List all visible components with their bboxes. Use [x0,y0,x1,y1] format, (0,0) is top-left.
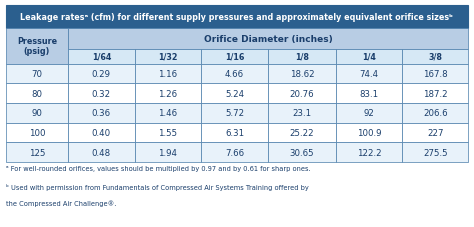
Bar [6,104,68,123]
Text: 83.1: 83.1 [360,89,379,98]
Bar [402,123,468,143]
Text: 125: 125 [28,148,45,157]
Text: 1/16: 1/16 [225,52,244,62]
Text: 80: 80 [31,89,42,98]
Text: ᵇ Used with permission from Fundamentals of Compressed Air Systems Training offe: ᵇ Used with permission from Fundamentals… [6,183,309,190]
Text: 23.1: 23.1 [292,109,311,118]
Text: 74.4: 74.4 [360,70,379,79]
Bar [6,28,68,64]
Bar [68,84,135,104]
Text: 1.16: 1.16 [158,70,177,79]
Bar [268,64,336,84]
Text: 92: 92 [364,109,374,118]
Bar [201,84,268,104]
Bar [135,49,201,64]
Text: 206.6: 206.6 [423,109,447,118]
Text: 70: 70 [31,70,42,79]
Text: 1/8: 1/8 [295,52,309,62]
Text: Leakage ratesᵃ (cfm) for different supply pressures and approximately equivalent: Leakage ratesᵃ (cfm) for different suppl… [20,12,454,22]
Bar [6,123,68,143]
Text: 0.32: 0.32 [92,89,111,98]
Bar [135,64,201,84]
Bar [402,104,468,123]
Bar [336,64,402,84]
Bar [68,28,468,49]
Text: 1.46: 1.46 [158,109,177,118]
Bar [268,104,336,123]
Text: 0.36: 0.36 [92,109,111,118]
Bar [6,143,68,162]
Bar [201,104,268,123]
Bar [268,123,336,143]
Text: ᵃ For well-rounded orifices, values should be multiplied by 0.97 and by 0.61 for: ᵃ For well-rounded orifices, values shou… [6,166,310,172]
Bar [68,49,135,64]
Text: 6.31: 6.31 [225,128,244,137]
Text: 122.2: 122.2 [357,148,382,157]
Bar [336,143,402,162]
Bar [68,123,135,143]
Bar [336,49,402,64]
Text: 1/32: 1/32 [158,52,178,62]
Bar [6,6,468,28]
Bar [268,49,336,64]
Text: 100.9: 100.9 [357,128,382,137]
Text: 187.2: 187.2 [423,89,447,98]
Bar [201,49,268,64]
Text: 100: 100 [28,128,45,137]
Text: 1.94: 1.94 [158,148,177,157]
Text: 227: 227 [427,128,444,137]
Text: 5.72: 5.72 [225,109,244,118]
Bar [402,143,468,162]
Text: 0.29: 0.29 [92,70,111,79]
Bar [402,64,468,84]
Bar [135,84,201,104]
Text: 167.8: 167.8 [423,70,447,79]
Bar [135,123,201,143]
Bar [68,104,135,123]
Bar [201,64,268,84]
Bar [268,84,336,104]
Text: 5.24: 5.24 [225,89,244,98]
Text: 90: 90 [31,109,42,118]
Text: 0.48: 0.48 [92,148,111,157]
Text: 7.66: 7.66 [225,148,244,157]
Bar [68,64,135,84]
Text: 20.76: 20.76 [290,89,314,98]
Text: Pressure
(psig): Pressure (psig) [17,37,57,56]
Text: 1.55: 1.55 [158,128,177,137]
Text: the Compressed Air Challenge®.: the Compressed Air Challenge®. [6,200,116,206]
Text: 4.66: 4.66 [225,70,244,79]
Bar [6,84,68,104]
Bar [68,143,135,162]
Bar [6,64,68,84]
Text: 0.40: 0.40 [92,128,111,137]
Text: 1.26: 1.26 [158,89,177,98]
Bar [336,123,402,143]
Bar [402,84,468,104]
Bar [201,123,268,143]
Bar [402,49,468,64]
Text: 3/8: 3/8 [428,52,442,62]
Text: Orifice Diameter (inches): Orifice Diameter (inches) [204,35,333,43]
Bar [135,104,201,123]
Bar [201,143,268,162]
Bar [336,84,402,104]
Text: 25.22: 25.22 [290,128,314,137]
Bar [336,104,402,123]
Text: 1/64: 1/64 [91,52,111,62]
Bar [135,143,201,162]
Text: 1/4: 1/4 [362,52,376,62]
Text: 30.65: 30.65 [290,148,314,157]
Text: 18.62: 18.62 [290,70,314,79]
Bar [268,143,336,162]
Text: 275.5: 275.5 [423,148,447,157]
